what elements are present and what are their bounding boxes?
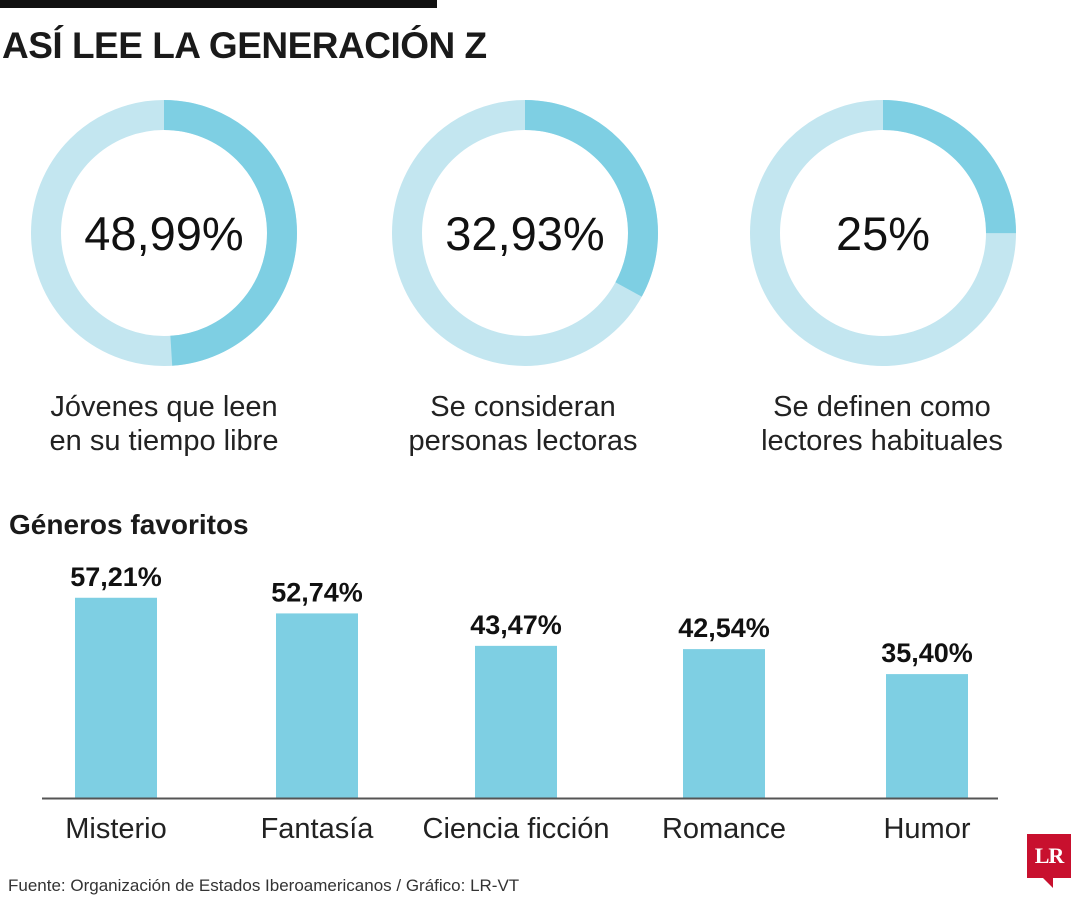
page-title: ASÍ LEE LA GENERACIÓN Z <box>2 25 487 66</box>
donut-ring-1 <box>31 100 297 366</box>
donut-arc <box>31 100 297 366</box>
donut-chart-1: 48,99% <box>31 100 297 366</box>
donut-chart-2: 32,93% <box>392 100 658 366</box>
category-label-ciencia-ficcion: Ciencia ficción <box>423 813 610 845</box>
donut-caption-1: Jóvenes que leen en su tiempo libre <box>0 390 334 458</box>
bar-humor <box>886 674 968 798</box>
lr-logo: LR <box>1027 834 1071 878</box>
lr-logo-tail <box>1043 878 1053 888</box>
source-note: Fuente: Organización de Estados Iberoame… <box>8 876 520 895</box>
donut-ring-2 <box>392 100 658 366</box>
donut-caption-2-line-1: Se consideran <box>430 391 616 423</box>
value-label-fantasia: 52,74% <box>271 577 363 607</box>
donut-value-2: 32,93% <box>445 206 605 260</box>
value-label-ciencia-ficcion: 43,47% <box>470 610 562 640</box>
donut-arc <box>750 100 1016 366</box>
value-label-humor: 35,40% <box>881 638 973 668</box>
bar-fantasia <box>276 613 358 798</box>
donut-caption-3-line-2: lectores habituales <box>761 425 1003 457</box>
lr-logo-text: LR <box>1034 843 1065 868</box>
bar-misterio <box>75 597 157 798</box>
donut-value-1: 48,99% <box>84 206 244 260</box>
donut-caption-2: Se consideran personas lectoras <box>353 390 693 458</box>
value-label-misterio: 57,21% <box>70 562 162 592</box>
donut-ring-3 <box>750 100 1016 366</box>
category-label-fantasia: Fantasía <box>261 813 375 845</box>
category-label-humor: Humor <box>883 813 970 845</box>
donut-caption-3: Se definen como lectores habituales <box>712 390 1052 458</box>
donut-caption-1-line-2: en su tiempo libre <box>49 425 279 457</box>
donut-caption-2-line-2: personas lectoras <box>408 425 638 457</box>
bar-chart-title: Géneros favoritos <box>9 509 249 540</box>
donut-chart-3: 25% <box>750 100 1016 366</box>
category-label-romance: Romance <box>662 813 786 845</box>
bar-chart: 57,21% Misterio 52,74% Fantasía 43,47% Cienci… <box>42 562 998 845</box>
title-rule <box>0 0 437 8</box>
donut-caption-1-line-1: Jóvenes que leen <box>50 391 278 423</box>
category-label-misterio: Misterio <box>65 813 167 845</box>
bar-romance <box>683 649 765 798</box>
donut-value-3: 25% <box>835 206 931 260</box>
value-label-romance: 42,54% <box>678 613 770 643</box>
donut-caption-3-line-1: Se definen como <box>773 391 991 423</box>
bar-ciencia-ficcion <box>475 645 557 798</box>
donut-arc <box>392 100 658 366</box>
